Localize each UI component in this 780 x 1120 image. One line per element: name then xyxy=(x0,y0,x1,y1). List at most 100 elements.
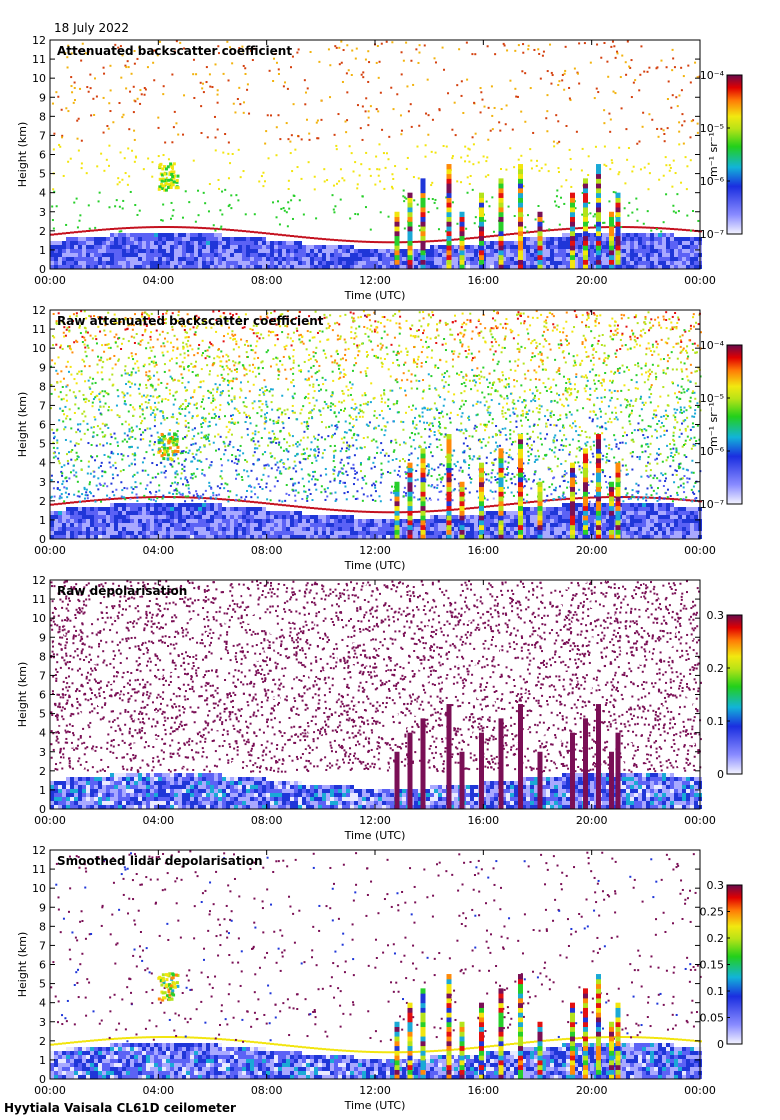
heatmap-cell xyxy=(634,503,638,507)
heatmap-cell xyxy=(476,400,479,403)
heatmap-cell xyxy=(275,61,278,64)
heatmap-cell xyxy=(310,535,314,539)
heatmap-cell xyxy=(146,245,150,249)
heatmap-cell xyxy=(634,233,638,237)
heatmap-cell xyxy=(186,503,190,507)
heatmap-cell xyxy=(470,261,474,265)
heatmap-cell xyxy=(207,210,210,213)
heatmap-cell xyxy=(369,228,372,231)
heatmap-cell xyxy=(418,44,421,47)
heatmap-cell xyxy=(242,507,246,511)
heatmap-cell xyxy=(339,198,342,201)
heatmap-cell xyxy=(94,249,98,253)
heatmap-cell xyxy=(178,531,182,535)
heatmap-cell xyxy=(160,179,164,183)
heatmap-cell xyxy=(386,523,390,527)
heatmap-cell xyxy=(558,507,562,511)
heatmap-cell xyxy=(360,73,363,76)
heatmap-cell xyxy=(253,357,256,360)
heatmap-cell xyxy=(634,523,638,527)
heatmap-cell xyxy=(214,435,217,438)
heatmap-cell xyxy=(161,219,164,222)
heatmap-cell xyxy=(477,332,480,335)
heatmap-cell xyxy=(459,264,465,270)
heatmap-cell xyxy=(114,503,118,507)
heatmap-cell xyxy=(665,164,668,167)
heatmap-cell xyxy=(322,257,326,261)
heatmap-cell xyxy=(690,535,694,539)
heatmap-cell xyxy=(97,316,100,319)
heatmap-cell xyxy=(202,257,206,261)
heatmap-cell xyxy=(282,241,286,245)
heatmap-cell xyxy=(468,435,471,438)
heatmap-cell xyxy=(138,523,142,527)
heatmap-cell xyxy=(351,383,354,386)
heatmap-cell xyxy=(350,253,354,257)
heatmap-cell xyxy=(276,334,279,337)
heatmap-cell xyxy=(183,94,186,97)
heatmap-cell xyxy=(465,429,468,432)
heatmap-cell xyxy=(662,425,665,428)
heatmap-cell xyxy=(594,145,597,148)
heatmap-cell xyxy=(654,519,658,523)
heatmap-cell xyxy=(686,416,689,419)
heatmap-cell xyxy=(420,254,426,260)
heatmap-cell xyxy=(590,249,594,253)
heatmap-cell xyxy=(462,442,465,445)
heatmap-cell xyxy=(666,503,670,507)
heatmap-cell xyxy=(288,432,291,435)
heatmap-cell xyxy=(57,356,60,359)
heatmap-cell xyxy=(238,249,242,253)
heatmap-cell xyxy=(534,257,538,261)
heatmap-cell xyxy=(70,519,74,523)
heatmap-cell xyxy=(162,241,166,245)
heatmap-cell xyxy=(366,265,370,269)
heatmap-cell xyxy=(327,48,330,51)
heatmap-cell xyxy=(186,511,190,515)
heatmap-cell xyxy=(438,473,441,476)
heatmap-cell xyxy=(510,257,514,261)
heatmap-cell xyxy=(282,253,286,257)
heatmap-cell xyxy=(234,253,238,257)
heatmap-cell xyxy=(634,237,638,241)
heatmap-cell xyxy=(200,132,203,135)
heatmap-cell xyxy=(203,407,206,410)
heatmap-cell xyxy=(670,249,674,253)
heatmap-cell xyxy=(156,371,159,374)
heatmap-cell xyxy=(474,253,478,257)
heatmap-cell xyxy=(58,245,62,249)
heatmap-cell xyxy=(583,254,588,260)
heatmap-cell xyxy=(254,265,258,269)
heatmap-cell xyxy=(333,133,336,136)
heatmap-cell xyxy=(622,261,626,265)
heatmap-cell xyxy=(322,527,326,531)
heatmap-cell xyxy=(656,66,659,69)
heatmap-cell xyxy=(158,257,162,261)
heatmap-cell xyxy=(330,424,333,427)
heatmap-cell xyxy=(110,237,114,241)
heatmap-cell xyxy=(160,219,163,222)
heatmap-cell xyxy=(517,158,520,161)
heatmap-cell xyxy=(420,235,426,241)
heatmap-cell xyxy=(587,355,590,358)
heatmap-cell xyxy=(441,410,444,413)
heatmap-cell xyxy=(80,310,83,313)
heatmap-cell xyxy=(302,527,306,531)
heatmap-cell xyxy=(69,418,72,421)
heatmap-cell xyxy=(120,76,123,79)
heatmap-cell xyxy=(603,122,606,125)
heatmap-cell xyxy=(638,527,642,531)
heatmap-cell xyxy=(344,420,347,423)
heatmap-cell xyxy=(170,511,174,515)
heatmap-cell xyxy=(87,204,90,207)
heatmap-cell xyxy=(687,388,690,391)
heatmap-cell xyxy=(156,338,159,341)
heatmap-cell xyxy=(430,261,434,265)
heatmap-cell xyxy=(398,257,402,261)
heatmap-cell xyxy=(542,519,546,523)
heatmap-cell xyxy=(158,249,162,253)
heatmap-cell xyxy=(277,72,280,75)
heatmap-cell xyxy=(154,515,158,519)
heatmap-cell xyxy=(434,61,437,64)
heatmap-cell xyxy=(94,511,98,515)
